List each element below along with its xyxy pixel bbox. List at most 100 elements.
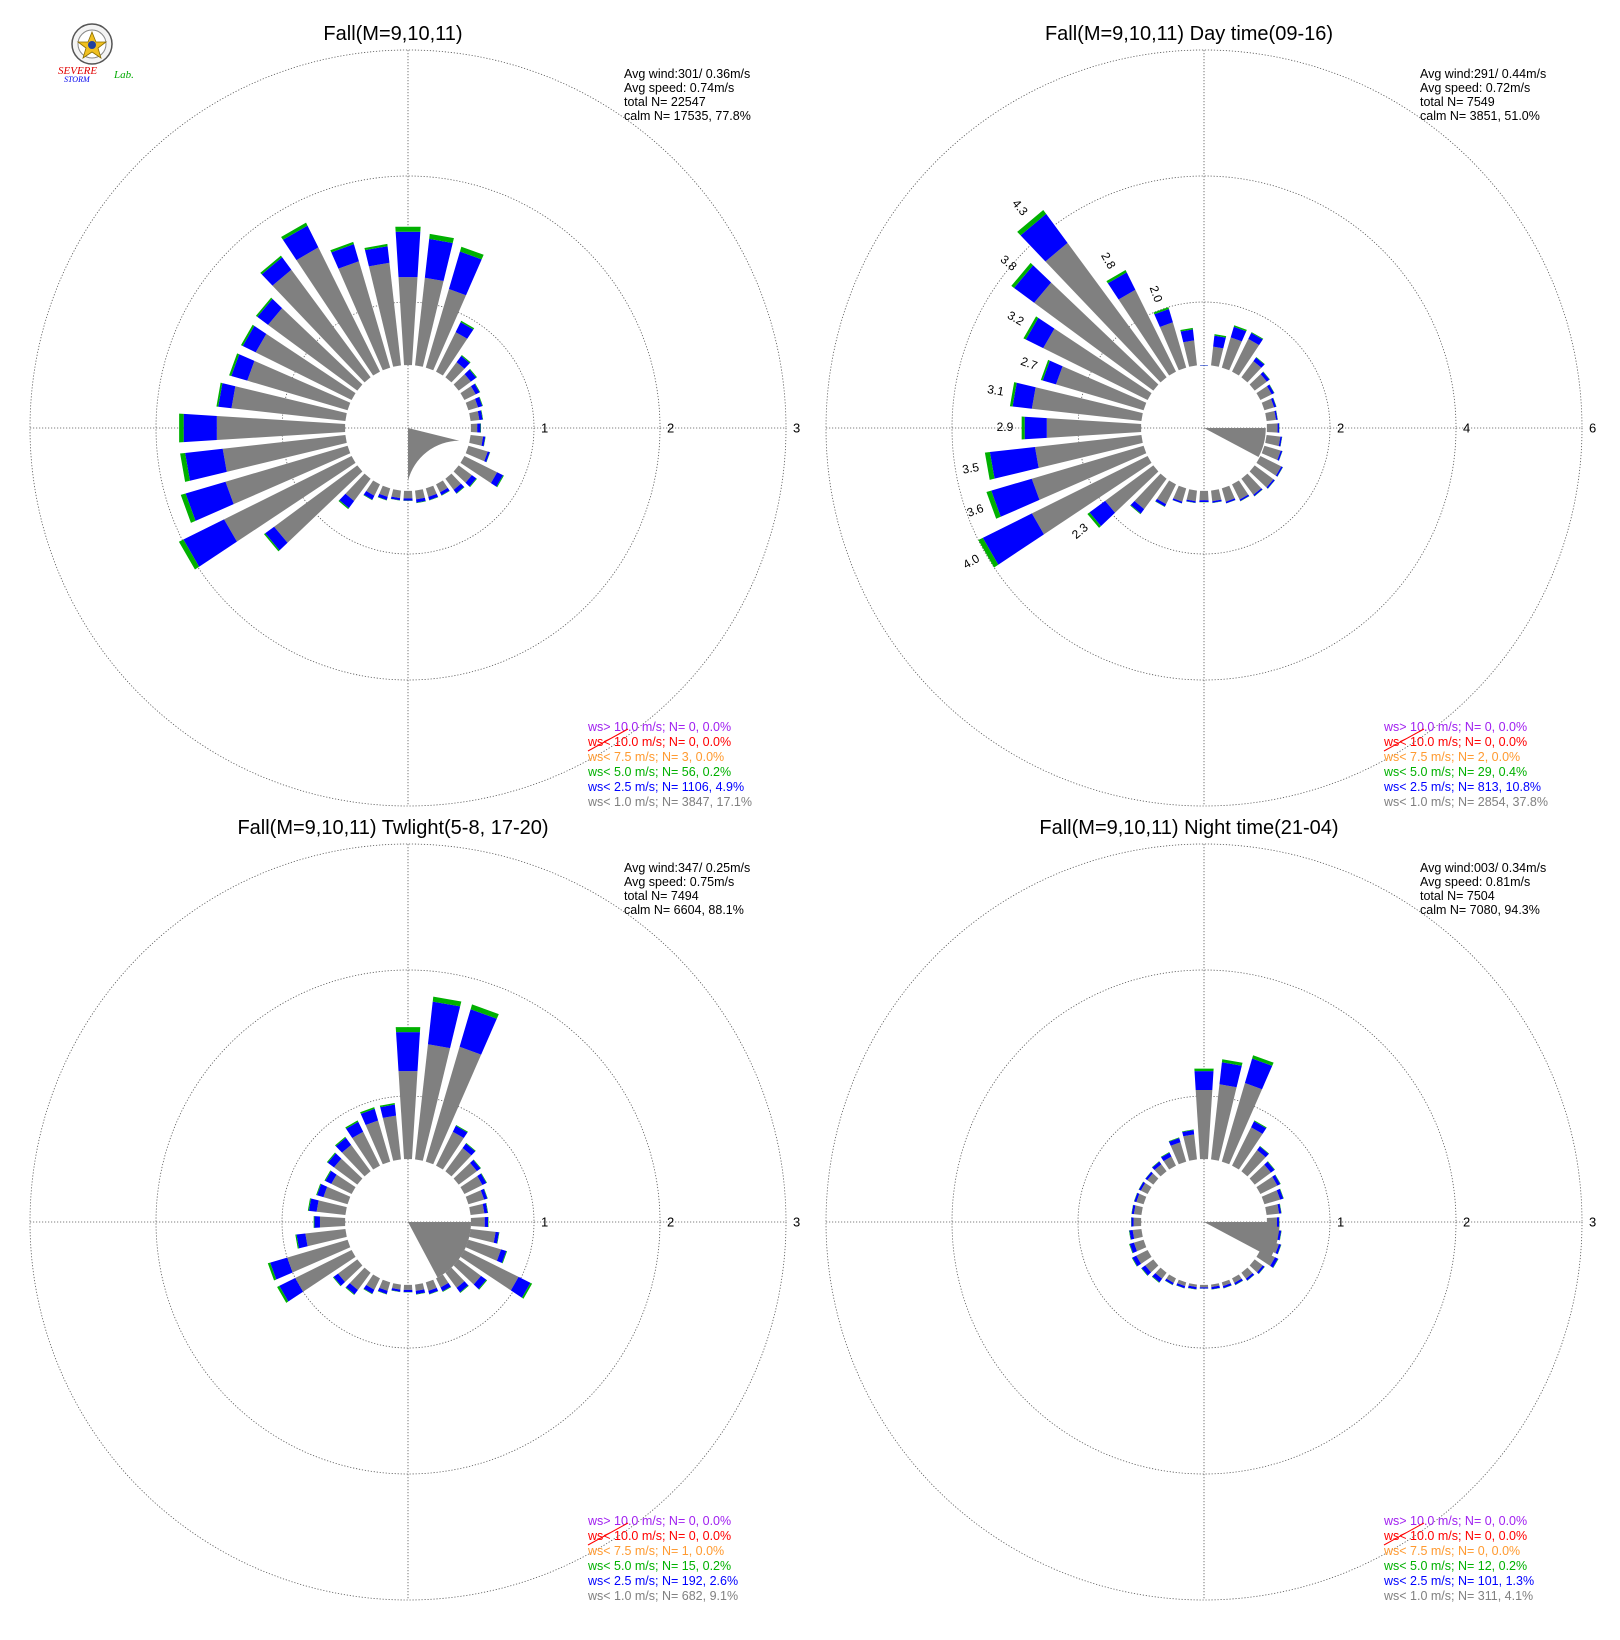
bar-ws-lt-2-5 bbox=[1180, 329, 1195, 343]
bar-ws-lt-5 bbox=[1259, 1145, 1270, 1155]
stats-line: Avg speed: 0.74m/s bbox=[624, 81, 734, 95]
bar-ws-lt-2-5 bbox=[1129, 1242, 1138, 1254]
radial-tick-label: 2 bbox=[1337, 420, 1344, 435]
bar-ws-lt-2-5 bbox=[452, 1125, 468, 1139]
stats-line: total N= 22547 bbox=[624, 95, 706, 109]
bar-ws-lt-2-5 bbox=[439, 487, 450, 496]
bar-ws-lt-2-5 bbox=[1176, 1283, 1186, 1289]
radial-tick-label: 2 bbox=[1463, 1214, 1470, 1229]
calm-sector bbox=[1204, 428, 1266, 457]
bar-ws-lt-5 bbox=[229, 353, 240, 376]
bar-ws-lt-2-5 bbox=[380, 1104, 397, 1118]
bar-ws-lt-1 bbox=[1232, 1274, 1242, 1283]
bar-ws-lt-5 bbox=[1155, 501, 1165, 508]
bar-ws-lt-1 bbox=[1232, 338, 1260, 376]
bar-ws-lt-2-5 bbox=[1012, 382, 1036, 409]
bar-ws-lt-5 bbox=[363, 1288, 373, 1295]
bar-ws-lt-1 bbox=[382, 1115, 401, 1161]
bar-ws-lt-2-5 bbox=[1132, 1255, 1142, 1267]
bar-value-label: 3.2 bbox=[1005, 308, 1027, 329]
bar-ws-lt-5 bbox=[1130, 505, 1141, 515]
bar-ws-lt-5 bbox=[478, 1279, 488, 1290]
bar-ws-lt-2-5 bbox=[1212, 499, 1222, 503]
bar-ws-lt-1 bbox=[1261, 445, 1281, 461]
bar-ws-lt-5 bbox=[496, 1232, 500, 1244]
bar-ws-lt-5 bbox=[379, 1103, 395, 1108]
bar-ws-lt-2-5 bbox=[1172, 498, 1183, 504]
bar-ws-lt-1 bbox=[1195, 1089, 1213, 1160]
bar-ws-lt-2-5 bbox=[1245, 1273, 1255, 1281]
bar-ws-lt-1 bbox=[470, 1217, 485, 1227]
bar-ws-lt-1 bbox=[319, 1216, 346, 1228]
bar-ws-lt-2-5 bbox=[473, 1275, 487, 1290]
bar-value-label: 2.9 bbox=[997, 420, 1014, 434]
bar-ws-lt-1 bbox=[1265, 1229, 1280, 1240]
bar-ws-lt-2-5 bbox=[462, 1143, 476, 1156]
windrose-panel-3: 1 2 3 Fall(M=9,10,11) Twlight(5-8, 17-20) Av… bbox=[29, 817, 800, 1603]
bar-ws-lt-5 bbox=[1023, 316, 1039, 340]
severe-storm-lab-logo: SEVERE STORM Lab. bbox=[58, 23, 134, 84]
bar-ws-lt-2-5 bbox=[456, 1281, 469, 1293]
bar-ws-lt-1 bbox=[1211, 489, 1222, 502]
bar-ws-lt-1 bbox=[268, 308, 363, 391]
bar-ws-lt-2-5 bbox=[1276, 1217, 1280, 1227]
bar-ws-lt-1 bbox=[469, 411, 480, 421]
bar-ws-lt-1 bbox=[445, 362, 465, 383]
bar-ws-lt-2-5 bbox=[1107, 272, 1136, 300]
stats-line: calm N= 7080, 94.3% bbox=[1420, 903, 1540, 917]
bar-ws-lt-1 bbox=[425, 1046, 482, 1165]
bar-ws-lt-1 bbox=[1266, 423, 1278, 433]
bar-ws-lt-1 bbox=[425, 1279, 437, 1291]
bar-ws-lt-2-5 bbox=[1199, 1287, 1209, 1289]
legend-entry: ws> 10.0 m/s; N= 0, 0.0% bbox=[1383, 720, 1527, 734]
bar-ws-lt-1 bbox=[1170, 1142, 1187, 1165]
stats-line: Avg wind:003/ 0.34m/s bbox=[1420, 861, 1546, 875]
legend-entry: ws< 10.0 m/s; N= 0, 0.0% bbox=[1383, 1529, 1527, 1543]
legend-entry: ws< 10.0 m/s; N= 0, 0.0% bbox=[587, 1529, 731, 1543]
bar-ws-lt-5 bbox=[335, 1136, 346, 1147]
bar-ws-lt-2-5 bbox=[481, 436, 486, 447]
bar-ws-lt-2-5 bbox=[484, 451, 490, 463]
bar-ws-lt-2-5 bbox=[314, 1216, 320, 1228]
legend-entry: ws< 2.5 m/s; N= 101, 1.3% bbox=[1383, 1574, 1534, 1588]
bar-ws-lt-2-5 bbox=[989, 446, 1039, 479]
bar-ws-lt-1 bbox=[1249, 1164, 1271, 1185]
bar-ws-lt-1 bbox=[1132, 1229, 1143, 1239]
bar-ws-lt-5 bbox=[1153, 307, 1169, 315]
bar-ws-lt-1 bbox=[379, 1279, 391, 1291]
bar-ws-lt-1 bbox=[272, 269, 371, 383]
bar-ws-lt-5 bbox=[1087, 512, 1101, 528]
bar-ws-lt-2-5 bbox=[1248, 332, 1263, 346]
radial-tick-label: 6 bbox=[1589, 420, 1596, 435]
bar-ws-lt-2-5 bbox=[185, 481, 234, 521]
bar-ws-lt-1 bbox=[247, 360, 351, 411]
bar-ws-lt-2-5 bbox=[1141, 1265, 1152, 1276]
bar-ws-lt-1 bbox=[453, 374, 471, 391]
bar-ws-lt-2-5 bbox=[270, 1257, 293, 1280]
bar-ws-lt-2-5 bbox=[1272, 1174, 1281, 1186]
chart-title: Fall(M=9,10,11) Twlight(5-8, 17-20) bbox=[237, 817, 548, 839]
bar-ws-lt-2-5 bbox=[1145, 1171, 1153, 1181]
bar-ws-lt-5 bbox=[179, 413, 184, 443]
bar-ws-lt-1 bbox=[366, 1274, 380, 1290]
bar-ws-lt-5 bbox=[1280, 436, 1283, 447]
bar-ws-lt-2-5 bbox=[1154, 308, 1173, 327]
bar-ws-lt-2-5 bbox=[1042, 360, 1063, 385]
bar-ws-lt-2-5 bbox=[1274, 410, 1278, 420]
bar-ws-lt-2-5 bbox=[1257, 1146, 1269, 1158]
bar-ws-lt-2-5 bbox=[1200, 365, 1208, 366]
bar-ws-lt-5 bbox=[326, 1152, 336, 1163]
bar-ws-lt-1 bbox=[1177, 1279, 1187, 1287]
bar-ws-lt-5 bbox=[1226, 499, 1236, 504]
svg-text:Lab.: Lab. bbox=[113, 69, 134, 81]
bar-ws-lt-1 bbox=[1159, 322, 1187, 371]
bar-ws-lt-1 bbox=[1261, 398, 1275, 411]
bar-ws-lt-1 bbox=[1156, 480, 1176, 505]
bar-ws-lt-1 bbox=[1211, 1283, 1220, 1288]
bar-ws-lt-2-5 bbox=[1020, 213, 1068, 262]
bar-ws-lt-5 bbox=[1138, 1181, 1144, 1190]
bar-ws-lt-2-5 bbox=[1277, 450, 1283, 461]
bar-ws-lt-2-5 bbox=[982, 513, 1044, 565]
bar-ws-lt-1 bbox=[1256, 1176, 1278, 1194]
bar-ws-lt-5 bbox=[1277, 1244, 1282, 1255]
